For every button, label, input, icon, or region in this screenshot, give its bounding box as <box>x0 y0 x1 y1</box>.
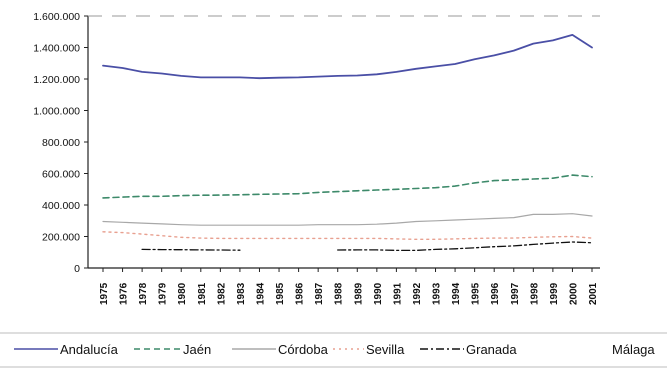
x-tick-label: 1975 <box>99 282 110 305</box>
x-tick-label: 1987 <box>314 282 325 305</box>
x-tick-label: 1991 <box>392 282 403 305</box>
y-tick-label: 200.000 <box>42 232 80 244</box>
x-tick-label: 2001 <box>588 282 599 305</box>
series-line-sevilla <box>102 231 593 240</box>
series-line-córdoba <box>102 213 593 226</box>
legend-label-andalucía: Andalucía <box>60 342 119 357</box>
x-tick-label: 1986 <box>295 282 306 305</box>
x-tick-label: 1980 <box>177 282 188 305</box>
y-tick-label: 1.000.000 <box>33 106 80 118</box>
x-tick-label: 1989 <box>353 282 364 305</box>
y-tick-label: 1.400.000 <box>33 43 80 55</box>
x-tick-label: 1994 <box>451 282 462 305</box>
x-tick-label: 1990 <box>373 282 384 305</box>
x-tick-label: 1983 <box>236 282 247 305</box>
legend-label-granada: Granada <box>466 342 517 357</box>
x-tick-label: 1985 <box>275 282 286 305</box>
x-tick-label: 1996 <box>490 282 501 305</box>
x-tick-label: 1992 <box>412 282 423 305</box>
x-tick-label: 1976 <box>119 282 130 305</box>
x-tick-label: 1978 <box>138 282 149 305</box>
x-tick-label: 1982 <box>216 282 227 305</box>
y-tick-label: 600.000 <box>42 169 80 181</box>
series-line-granada <box>141 241 593 252</box>
y-tick-label: 0 <box>74 263 80 275</box>
legend: Andalucía Jaén Córdoba Sevilla Granada Málaga <box>0 332 667 368</box>
y-tick-label: 800.000 <box>42 137 80 149</box>
x-tick-label: 1984 <box>255 282 266 305</box>
legend-label-málaga: Málaga <box>612 342 655 357</box>
legend-label-sevilla: Sevilla <box>366 342 405 357</box>
x-tick-label: 1981 <box>197 282 208 305</box>
y-tick-label: 1.600.000 <box>33 11 80 23</box>
x-tick-label: 2000 <box>568 282 579 305</box>
y-tick-label: 400.000 <box>42 200 80 212</box>
x-tick-label: 1999 <box>549 282 560 305</box>
x-tick-label: 1988 <box>334 282 345 305</box>
series-line-andalucía <box>102 34 593 80</box>
x-tick-label: 1998 <box>529 282 540 305</box>
x-tick-label: 1979 <box>158 282 169 305</box>
x-tick-label: 1997 <box>510 282 521 305</box>
x-tick-label: 1993 <box>432 282 443 305</box>
legend-label-jaén: Jaén <box>183 342 211 357</box>
plot-area: 0 200.000 400.000 600.000 800.000 1.000.000 1.… <box>33 11 600 305</box>
series-line-jaén <box>102 174 593 199</box>
y-tick-label: 1.200.000 <box>33 74 80 86</box>
legend-label-córdoba: Córdoba <box>278 342 329 357</box>
x-tick-label: 1995 <box>471 282 482 305</box>
